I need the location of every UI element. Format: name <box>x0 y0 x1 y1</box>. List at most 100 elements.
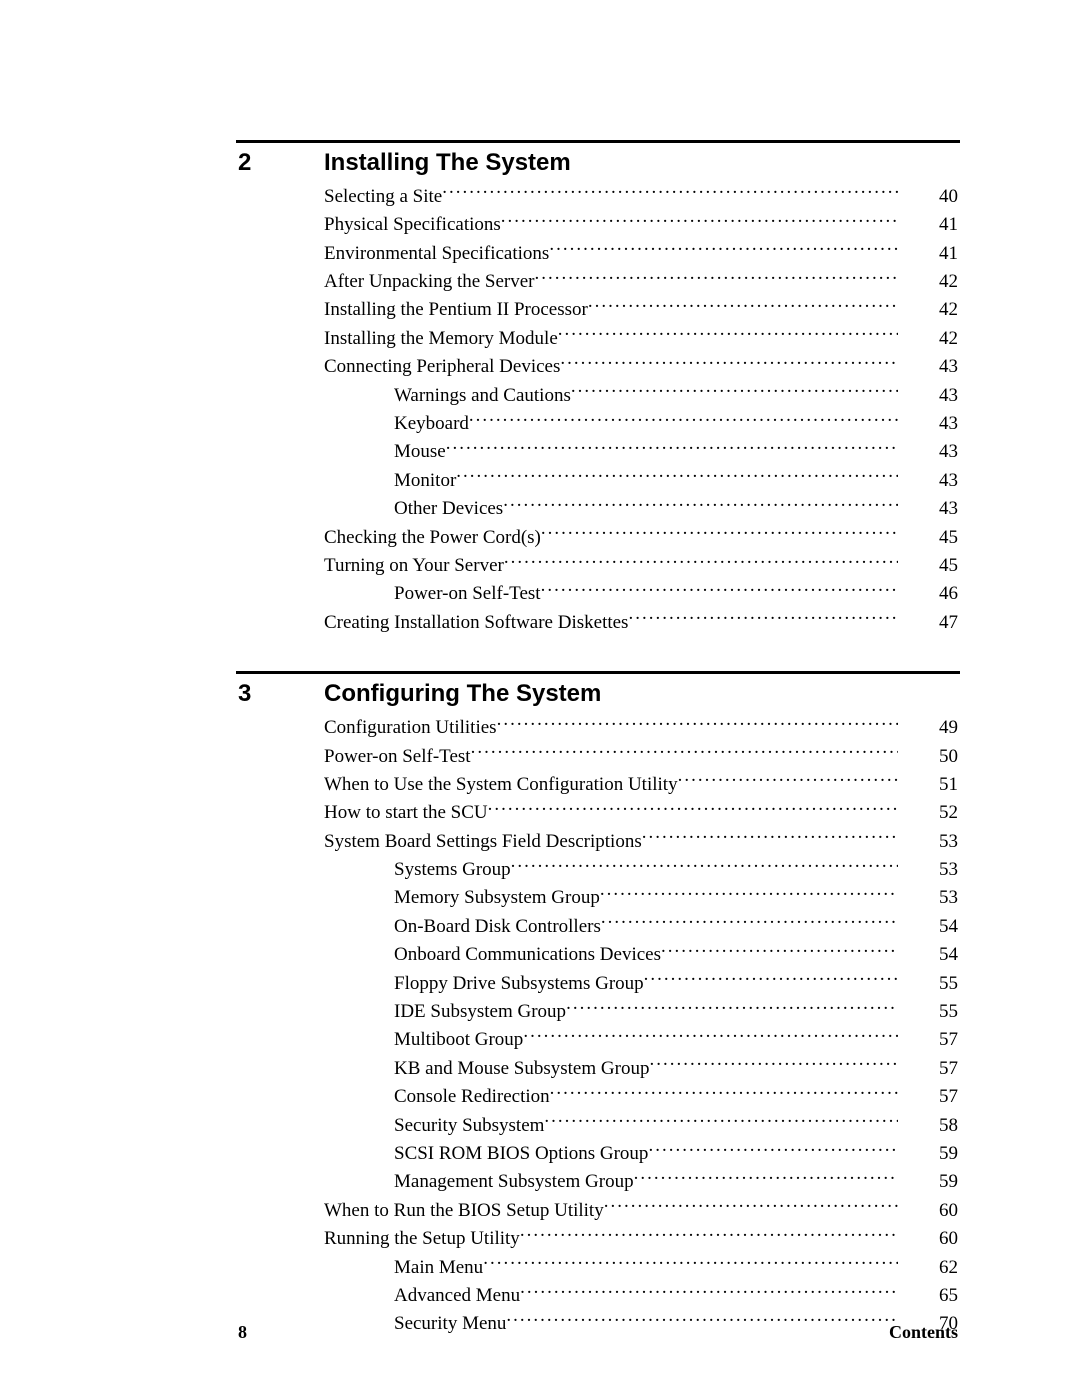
toc-entry-label: Security Subsystem <box>394 1113 544 1139</box>
toc-leader-dots <box>649 1053 898 1074</box>
toc-entry-label: Turning on Your Server <box>324 553 504 579</box>
toc-entry: Power-on Self-Test46 <box>238 578 958 606</box>
toc-entry: Memory Subsystem Group 53 <box>238 883 958 911</box>
toc-leader-dots <box>523 1025 898 1046</box>
toc-section: 2Installing The SystemSelecting a Site40… <box>238 140 958 635</box>
toc-entry-page: 57 <box>898 1056 958 1082</box>
toc-entry-label: Warnings and Cautions <box>394 383 571 409</box>
toc-entry-label: Power-on Self-Test <box>394 581 541 607</box>
toc-leader-dots <box>604 1195 898 1216</box>
section-heading: 3Configuring The System <box>238 680 958 708</box>
toc-leader-dots <box>648 1138 898 1159</box>
toc-entry: Environmental Specifications41 <box>238 238 958 266</box>
toc-entry-label: Power-on Self-Test <box>324 744 471 770</box>
toc-entry-label: Onboard Communications Devices <box>394 942 661 968</box>
toc-entry-page: 59 <box>898 1169 958 1195</box>
toc-entry-page: 45 <box>898 525 958 551</box>
toc-entry: Console Redirection 57 <box>238 1081 958 1109</box>
toc-entry-page: 60 <box>898 1226 958 1252</box>
toc-entry: Turning on Your Server45 <box>238 550 958 578</box>
section-heading: 2Installing The System <box>238 149 958 177</box>
toc-entry: Running the Setup Utility 60 <box>238 1223 958 1251</box>
section-number: 3 <box>238 680 324 708</box>
toc-entry-page: 43 <box>898 468 958 494</box>
toc-entry-label: Systems Group <box>394 857 511 883</box>
toc-entry: How to start the SCU 52 <box>238 797 958 825</box>
toc-entry-page: 55 <box>898 971 958 997</box>
toc-entry: Multiboot Group57 <box>238 1025 958 1053</box>
toc-leader-dots <box>678 769 898 790</box>
section-title: Configuring The System <box>324 680 601 708</box>
toc-entry: Configuration Utilities49 <box>238 712 958 740</box>
toc-leader-dots <box>471 741 898 762</box>
toc-leader-dots <box>497 712 898 733</box>
toc-entry-label: Floppy Drive Subsystems Group <box>394 971 644 997</box>
toc-entry-page: 53 <box>898 857 958 883</box>
toc-entry-label: After Unpacking the Server <box>324 269 535 295</box>
toc-leader-dots <box>488 797 898 818</box>
toc-entry-page: 57 <box>898 1084 958 1110</box>
toc-leader-dots <box>469 408 898 429</box>
toc-entry: Connecting Peripheral Devices43 <box>238 351 958 379</box>
toc-leader-dots <box>550 1081 898 1102</box>
toc-entry: After Unpacking the Server42 <box>238 266 958 294</box>
toc-leader-dots <box>642 826 898 847</box>
toc-entry: Power-on Self-Test50 <box>238 741 958 769</box>
toc-entry-page: 54 <box>898 914 958 940</box>
toc-entry-page: 58 <box>898 1113 958 1139</box>
toc-entry-label: Advanced Menu <box>394 1283 520 1309</box>
toc-entry-label: How to start the SCU <box>324 800 488 826</box>
toc-leader-dots <box>588 295 898 316</box>
toc-leader-dots <box>644 968 898 989</box>
toc-leader-dots <box>661 939 898 960</box>
toc-entry-label: Console Redirection <box>394 1084 550 1110</box>
toc-entry: Mouse43 <box>238 437 958 465</box>
toc-leader-dots <box>535 266 898 287</box>
toc-entry-label: Multiboot Group <box>394 1027 523 1053</box>
toc-leader-dots <box>541 522 898 543</box>
toc-entry: Creating Installation Software Diskettes… <box>238 607 958 635</box>
toc-entry: IDE Subsystem Group55 <box>238 996 958 1024</box>
toc-entry-page: 41 <box>898 241 958 267</box>
toc-leader-dots <box>511 854 898 875</box>
section-number: 2 <box>238 149 324 177</box>
toc-entry-page: 54 <box>898 942 958 968</box>
page-footer: 8 Contents <box>238 1322 958 1343</box>
toc-entry: Security Subsystem 58 <box>238 1110 958 1138</box>
toc-entry-page: 49 <box>898 715 958 741</box>
toc-entry-label: Running the Setup Utility <box>324 1226 520 1252</box>
toc-entry-label: Other Devices <box>394 496 503 522</box>
toc-entry-label: SCSI ROM BIOS Options Group <box>394 1141 648 1167</box>
toc-entry-page: 42 <box>898 297 958 323</box>
toc-entry-label: Management Subsystem Group <box>394 1169 634 1195</box>
toc-entry-label: KB and Mouse Subsystem Group <box>394 1056 649 1082</box>
toc-entry-label: Keyboard <box>394 411 469 437</box>
toc-entry-label: Monitor <box>394 468 456 494</box>
toc-entry: Floppy Drive Subsystems Group 55 <box>238 968 958 996</box>
toc-list: Configuration Utilities49Power-on Self-T… <box>238 712 958 1337</box>
toc-leader-dots <box>628 607 898 628</box>
toc-entry: Onboard Communications Devices 54 <box>238 939 958 967</box>
toc-entry-label: When to Use the System Configuration Uti… <box>324 772 678 798</box>
section-rule <box>236 140 960 143</box>
toc-entry: Warnings and Cautions43 <box>238 380 958 408</box>
section-title: Installing The System <box>324 149 571 177</box>
toc-entry: Installing the Memory Module42 <box>238 323 958 351</box>
toc-entry: Main Menu62 <box>238 1252 958 1280</box>
toc-entry: Monitor 43 <box>238 465 958 493</box>
toc-leader-dots <box>504 550 898 571</box>
toc-entry-page: 53 <box>898 885 958 911</box>
toc-entry-page: 52 <box>898 800 958 826</box>
toc-entry: System Board Settings Field Descriptions… <box>238 826 958 854</box>
toc-entry-page: 65 <box>898 1283 958 1309</box>
toc-entry-label: Memory Subsystem Group <box>394 885 600 911</box>
toc-entry-label: Selecting a Site <box>324 184 442 210</box>
toc-leader-dots <box>634 1167 898 1188</box>
toc-entry-page: 42 <box>898 326 958 352</box>
toc-entry-page: 41 <box>898 212 958 238</box>
toc-entry-label: IDE Subsystem Group <box>394 999 566 1025</box>
toc-entry-label: Physical Specifications <box>324 212 501 238</box>
toc-entry: Physical Specifications 41 <box>238 209 958 237</box>
toc-leader-dots <box>520 1280 898 1301</box>
toc-leader-dots <box>560 351 898 372</box>
